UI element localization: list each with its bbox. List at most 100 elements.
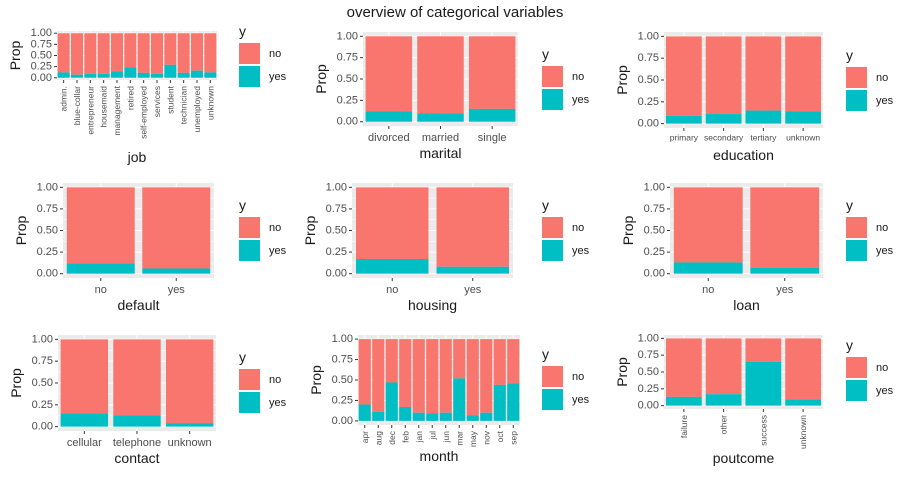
legend-key-yes: [239, 392, 260, 413]
legend-key-yes: [542, 89, 563, 110]
legend-label-yes: yes: [572, 94, 590, 106]
bar-no-telephone: [113, 339, 161, 416]
x-tick-label: no: [95, 284, 107, 296]
legend-key-no: [239, 369, 260, 390]
y-axis-title: Prop: [614, 65, 630, 95]
legend-key-yes: [542, 240, 563, 261]
legend-title: y: [542, 346, 549, 362]
panel-poutcome: failure other success unknown 0.00 0.25 0.50 0.…: [614, 332, 894, 466]
bar-yes-success: [745, 361, 782, 406]
y-tick-label: 1.00: [337, 30, 358, 42]
y-axis-title: Prop: [313, 64, 329, 94]
y-tick-label: 0.75: [638, 349, 659, 361]
bar-yes-housemaid: [97, 73, 110, 78]
x-tick-label: cellular: [67, 437, 102, 449]
y-tick-label: 1.00: [326, 181, 347, 193]
y-tick-label: 0.00: [326, 268, 347, 280]
legend-label-no: no: [876, 222, 888, 234]
legend-label-no: no: [876, 362, 888, 374]
bar-yes-may: [466, 415, 479, 421]
bar-no-no: [673, 187, 743, 263]
y-axis-title: Prop: [8, 368, 24, 398]
x-axis-title: marital: [419, 145, 461, 161]
legend-label-yes: yes: [876, 385, 894, 397]
y-axis-title: Prop: [308, 365, 324, 395]
x-tick-label: success: [758, 415, 768, 446]
bar-yes-retired: [124, 67, 137, 78]
legend-key-no: [846, 67, 867, 88]
legend: y no yes: [846, 337, 894, 401]
bar-no-no: [356, 187, 429, 259]
bar-yes-yes: [750, 267, 820, 274]
bar-no-unknown: [785, 36, 822, 112]
bar-no-jan: [412, 339, 425, 413]
bar-no-entrepreneur: [84, 33, 97, 74]
x-axis-title: month: [420, 448, 459, 464]
x-tick-label: telephone: [113, 437, 161, 449]
legend-label-no: no: [572, 71, 584, 83]
bar-yes-nov: [480, 412, 493, 421]
x-tick-label: married: [422, 132, 459, 144]
legend-key-yes: [239, 240, 260, 261]
x-tick-label: aug: [373, 431, 383, 445]
y-tick-label: 1.00: [638, 332, 659, 344]
legend-title: y: [846, 337, 853, 353]
y-tick-label: 1.00: [31, 27, 52, 39]
bar-no-unknown: [165, 339, 214, 424]
bar-no-yes: [142, 187, 211, 269]
y-tick-label: 1.00: [638, 30, 659, 42]
x-tick-label: feb: [400, 431, 410, 443]
bar-no-self-employed: [137, 33, 150, 73]
x-tick-label: failure: [679, 415, 689, 438]
legend-label-yes: yes: [876, 95, 894, 107]
bar-no-unknown: [785, 338, 822, 400]
bar-no-feb: [399, 339, 412, 407]
x-tick-label: dec: [387, 430, 397, 444]
x-tick-label: blue-collar: [72, 86, 82, 125]
bar-yes-yes: [142, 268, 211, 274]
x-tick-label: sep: [508, 431, 518, 445]
bar-yes-self-employed: [137, 72, 150, 78]
x-axis-title: job: [127, 149, 147, 165]
bar-yes-no: [673, 262, 743, 274]
panel-education: primary secondary tertiary unknown 0.00 0.25 0…: [614, 30, 894, 163]
y-tick-label: 0.25: [332, 394, 353, 406]
y-tick-label: 0.00: [332, 415, 353, 427]
bar-no-yes: [436, 187, 509, 267]
bar-yes-admin.: [57, 72, 70, 78]
bar-no-apr: [358, 339, 371, 405]
bar-yes-sep: [507, 383, 520, 421]
bar-no-retired: [124, 33, 137, 68]
bar-yes-failure: [665, 396, 702, 406]
y-tick-label: 0.75: [337, 52, 358, 64]
bar-no-management: [111, 33, 123, 72]
x-tick-label: primary: [670, 133, 699, 143]
y-tick-label: 0.50: [326, 225, 347, 237]
x-tick-label: unknown: [798, 415, 808, 449]
x-tick-label: unknown: [168, 437, 212, 449]
bar-no-housemaid: [97, 33, 110, 74]
legend-title: y: [239, 197, 246, 213]
bar-no-sep: [507, 339, 520, 384]
bar-yes-no: [356, 259, 429, 274]
bar-yes-unknown: [165, 423, 214, 427]
bar-no-mar: [453, 339, 466, 379]
legend: y no yes: [846, 197, 894, 261]
panel-contact: cellular telephone unknown 0.00 0.25 0.50 0.75…: [8, 333, 287, 466]
bar-no-technician: [177, 33, 190, 73]
y-tick-label: 0.75: [37, 203, 58, 215]
y-tick-label: 0.25: [326, 246, 347, 258]
legend-label-yes: yes: [269, 245, 287, 257]
legend-label-yes: yes: [269, 71, 287, 83]
y-tick-label: 0.25: [337, 94, 358, 106]
bar-yes-telephone: [113, 415, 161, 427]
bar-yes-other: [705, 394, 742, 406]
bar-no-yes: [750, 187, 820, 268]
bar-yes-jan: [412, 412, 425, 421]
y-tick-label: 1.00: [32, 333, 53, 345]
legend-title: y: [542, 46, 549, 62]
x-axis-title: housing: [408, 297, 457, 313]
legend: y no yes: [542, 197, 590, 261]
bar-no-may: [466, 339, 479, 416]
